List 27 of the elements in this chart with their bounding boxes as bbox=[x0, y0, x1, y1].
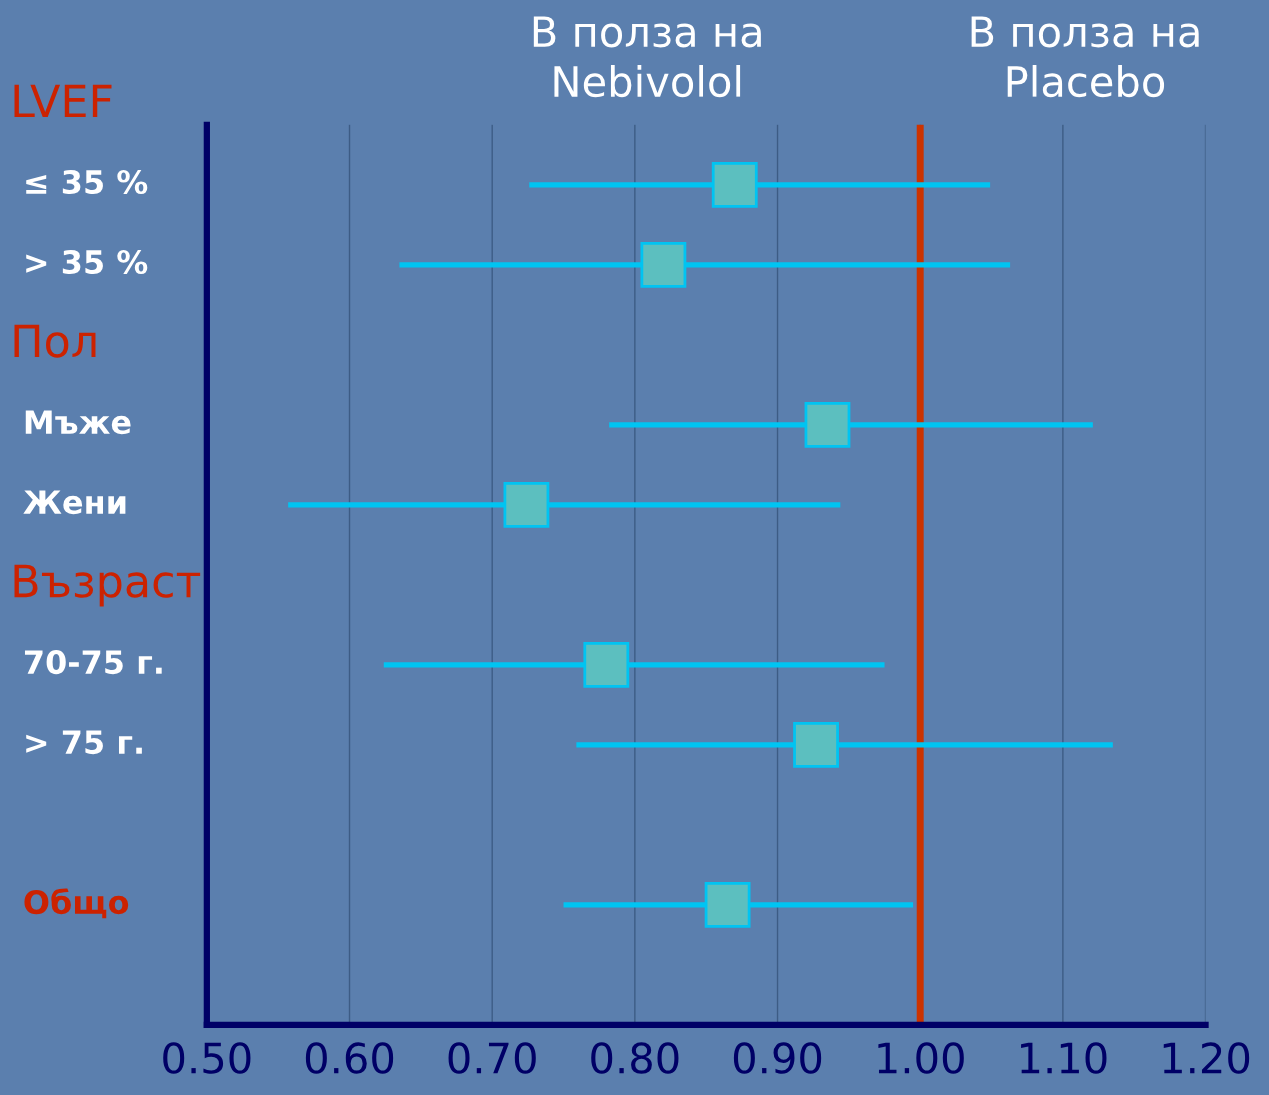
point bbox=[583, 641, 630, 688]
x-tick-label: 1.10 bbox=[1021, 1042, 1107, 1074]
y-tick-label: LVEF bbox=[14, 84, 112, 118]
y-tick-label: Мъже bbox=[25, 410, 131, 435]
y-tick-label: 70-75 г. bbox=[24, 649, 162, 675]
x-tick-label: 0.90 bbox=[733, 1042, 822, 1074]
x-tick-label: 0.50 bbox=[163, 1042, 251, 1074]
y-tick-label: Жени bbox=[23, 490, 126, 515]
x-tick-label: 1.20 bbox=[1163, 1042, 1250, 1074]
y-tick-label: Общо bbox=[24, 888, 129, 919]
point bbox=[640, 241, 687, 288]
y-tick-label: > 35 % bbox=[26, 249, 148, 275]
point bbox=[503, 481, 550, 528]
point bbox=[793, 721, 839, 768]
x-tick-label: 0.60 bbox=[305, 1042, 394, 1074]
x-tick-label: 1.00 bbox=[878, 1042, 964, 1074]
y-tick-label: ≤ 35 % bbox=[26, 169, 148, 195]
annotation: В полза на Placebo bbox=[971, 16, 1199, 98]
point bbox=[804, 401, 851, 448]
y-tick-label: Пол bbox=[14, 324, 96, 358]
y-tick-label: > 75 г. bbox=[26, 730, 142, 755]
point bbox=[711, 161, 758, 208]
y-tick-label: Възраст bbox=[14, 564, 201, 607]
point bbox=[704, 881, 751, 928]
x-tick-label: 0.70 bbox=[448, 1042, 536, 1074]
x-tick-label: 0.80 bbox=[591, 1042, 679, 1074]
annotation: В полза на Nebivolol bbox=[533, 16, 761, 98]
